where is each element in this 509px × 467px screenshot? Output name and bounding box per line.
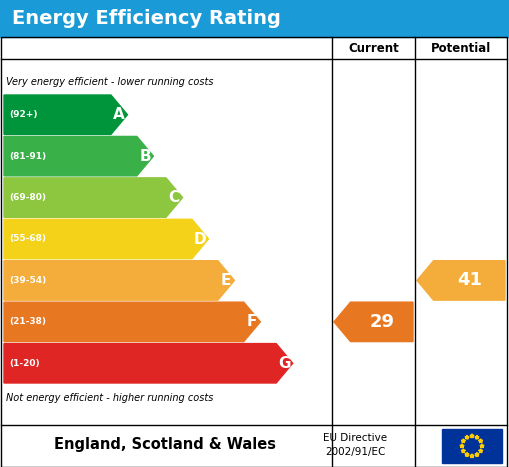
Bar — [442, 429, 502, 463]
Polygon shape — [480, 444, 484, 448]
Polygon shape — [465, 435, 469, 439]
Text: 29: 29 — [370, 313, 394, 331]
Polygon shape — [417, 261, 505, 300]
Polygon shape — [4, 95, 127, 134]
Text: (39-54): (39-54) — [9, 276, 46, 285]
Text: E: E — [221, 273, 231, 288]
Text: (69-80): (69-80) — [9, 193, 46, 202]
Text: (81-91): (81-91) — [9, 152, 46, 161]
Polygon shape — [4, 344, 293, 383]
Text: (92+): (92+) — [9, 110, 38, 119]
Polygon shape — [478, 449, 483, 453]
Polygon shape — [465, 453, 469, 456]
Polygon shape — [4, 261, 235, 300]
Bar — [0, 0, 509, 37]
Polygon shape — [475, 435, 479, 439]
Text: EU Directive
2002/91/EC: EU Directive 2002/91/EC — [323, 433, 387, 457]
Polygon shape — [478, 439, 483, 443]
Text: Very energy efficient - lower running costs: Very energy efficient - lower running co… — [6, 77, 213, 87]
Text: G: G — [278, 356, 291, 371]
Text: (21-38): (21-38) — [9, 318, 46, 326]
Polygon shape — [4, 178, 183, 217]
Text: Potential: Potential — [431, 42, 491, 55]
Text: England, Scotland & Wales: England, Scotland & Wales — [54, 438, 276, 453]
Text: Current: Current — [348, 42, 399, 55]
Polygon shape — [460, 444, 464, 448]
Text: Not energy efficient - higher running costs: Not energy efficient - higher running co… — [6, 393, 213, 403]
Text: A: A — [114, 107, 125, 122]
Polygon shape — [461, 439, 465, 443]
Polygon shape — [4, 136, 153, 176]
Text: C: C — [168, 190, 180, 205]
Text: F: F — [247, 314, 257, 329]
Polygon shape — [470, 454, 474, 458]
Polygon shape — [334, 302, 413, 341]
Polygon shape — [4, 219, 209, 259]
Text: 41: 41 — [457, 271, 482, 290]
Polygon shape — [461, 449, 465, 453]
Text: Energy Efficiency Rating: Energy Efficiency Rating — [12, 9, 281, 28]
Polygon shape — [4, 302, 260, 341]
Text: (55-68): (55-68) — [9, 234, 46, 243]
Text: D: D — [194, 232, 207, 247]
Polygon shape — [470, 434, 474, 438]
Text: (1-20): (1-20) — [9, 359, 40, 368]
Text: B: B — [139, 149, 151, 163]
Polygon shape — [475, 453, 479, 456]
